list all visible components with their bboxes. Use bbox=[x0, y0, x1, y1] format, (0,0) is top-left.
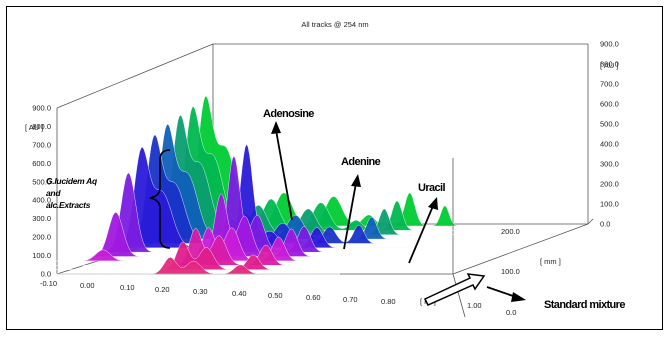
chart-frame bbox=[6, 6, 663, 330]
y-tick-right: 600.0 bbox=[600, 100, 619, 109]
y-tick-right: 300.0 bbox=[600, 160, 619, 169]
y-tick-left: 700.0 bbox=[32, 140, 51, 149]
y-tick-right: 400.0 bbox=[600, 140, 619, 149]
arrow-standard-mixture bbox=[486, 286, 526, 302]
y-unit-left: [ AU ] bbox=[25, 123, 43, 132]
arrow-uracil bbox=[408, 197, 438, 264]
frame-edge bbox=[452, 223, 589, 275]
x-tick: 1.00 bbox=[467, 301, 482, 310]
frame-edge bbox=[56, 43, 214, 109]
x-tick: 0.10 bbox=[120, 283, 135, 292]
x-tick: -0.10 bbox=[40, 279, 57, 288]
y-tick-right: 200.0 bbox=[600, 180, 619, 189]
x-tick: 0.50 bbox=[268, 291, 283, 300]
y-tick-right: 700.0 bbox=[600, 80, 619, 89]
frame-edge bbox=[587, 218, 594, 225]
x-tick: 0.40 bbox=[232, 289, 247, 298]
label-extract-line1: G.lucidem Aq bbox=[46, 176, 98, 186]
y-tick-left: 300.0 bbox=[32, 214, 51, 223]
x-tick: 0.60 bbox=[306, 293, 321, 302]
z-unit: [ mm ] bbox=[540, 257, 561, 266]
y-unit-right: [ AU ] bbox=[600, 61, 618, 70]
y-tick-left: 600.0 bbox=[32, 159, 51, 168]
arrow-hollow bbox=[423, 273, 486, 306]
z-tick: 0.0 bbox=[506, 308, 516, 317]
frame-edge bbox=[452, 273, 466, 318]
y-tick-left: 200.0 bbox=[32, 233, 51, 242]
y-tick-right: 0.0 bbox=[600, 220, 610, 229]
y-tick-left: 400.0 bbox=[32, 196, 51, 205]
x-tick: 0.70 bbox=[343, 295, 358, 304]
y-tick-left: 100.0 bbox=[32, 251, 51, 260]
x-tick: 0.20 bbox=[155, 285, 170, 294]
z-tick: 200.0 bbox=[501, 227, 520, 236]
label-extract-line2: and bbox=[46, 188, 61, 198]
label-extract-line3: alc.Extracts bbox=[46, 200, 91, 210]
label-adenine: Adenine bbox=[341, 156, 381, 168]
tick-group: 0.0 0.0 100.0 100.0 200.0 200.0 300.0 300.0 400.… bbox=[25, 40, 619, 318]
label-adenosine: Adenosine bbox=[263, 108, 314, 120]
y-tick-right: 900.0 bbox=[600, 40, 619, 49]
label-standard-mixture: Standard mixture bbox=[544, 299, 625, 311]
z-tick: 100.0 bbox=[501, 267, 520, 276]
label-uracil: Uracil bbox=[418, 182, 446, 194]
x-tick: 0.30 bbox=[193, 287, 208, 296]
chart-title: All tracks @ 254 nm bbox=[301, 20, 368, 29]
x-tick: 0.80 bbox=[381, 297, 396, 306]
arrow-adenine bbox=[343, 174, 361, 250]
y-tick-left: 800.0 bbox=[32, 122, 51, 131]
chromatogram-track bbox=[18, 257, 340, 275]
extract-brace bbox=[149, 149, 171, 249]
y-tick-right: 800.0 bbox=[600, 60, 619, 69]
y-tick-left: 500.0 bbox=[32, 177, 51, 186]
arrow-adenosine bbox=[271, 121, 293, 221]
y-tick-left: 0.0 bbox=[41, 270, 51, 279]
y-tick-right: 100.0 bbox=[600, 200, 619, 209]
x-tick: 0.00 bbox=[80, 281, 95, 290]
track-group bbox=[18, 95, 480, 275]
y-tick-right: 500.0 bbox=[600, 120, 619, 129]
y-tick-left: 900.0 bbox=[32, 104, 51, 113]
